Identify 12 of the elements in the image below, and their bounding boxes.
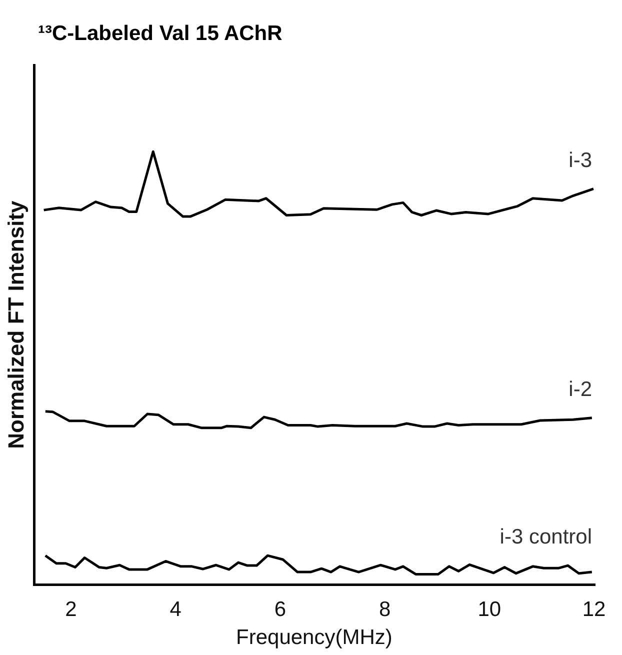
x-tick-label: 2 xyxy=(65,598,77,621)
chart-title: ¹³C-Labeled Val 15 AChR xyxy=(38,22,282,46)
series-label: i-3 control xyxy=(500,526,592,549)
x-tick-label: 10 xyxy=(478,598,502,621)
y-axis-title: Normalized FT Intensity xyxy=(3,200,28,449)
x-tick-label: 6 xyxy=(274,598,286,621)
x-tick-label: 4 xyxy=(170,598,182,621)
series-label: i-3 xyxy=(568,148,592,172)
x-axis-title: Frequency(MHz) xyxy=(236,626,392,650)
x-tick-label: 8 xyxy=(378,598,391,621)
x-tick-label: 12 xyxy=(582,598,606,621)
series-label: i-2 xyxy=(568,378,592,401)
